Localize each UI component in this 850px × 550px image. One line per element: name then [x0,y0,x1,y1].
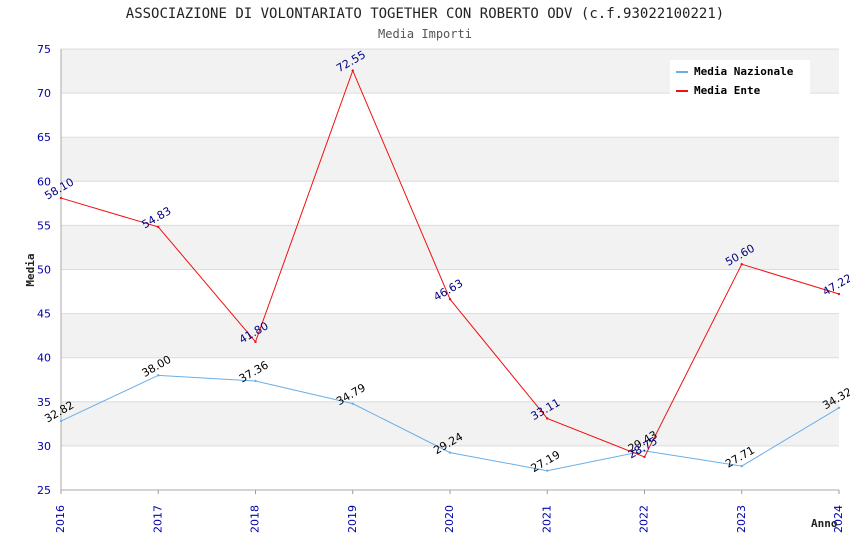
data-point [157,374,160,377]
x-tick-label: 2017 [151,505,164,533]
data-point [448,451,452,454]
data-point [157,225,160,229]
data-point [643,455,646,459]
y-axis-title: Media [24,253,37,286]
chart-subtitle: Media Importi [378,27,472,41]
x-tick-label: 2018 [249,505,262,533]
grid-band [61,401,839,446]
data-point [448,298,452,301]
data-point [546,469,549,472]
data-point [254,379,257,383]
legend-label: Media Nazionale [694,65,794,78]
data-point [351,402,354,405]
data-label: 37.36 [237,358,271,385]
x-tick-label: 2020 [443,505,456,533]
legend-label: Media Ente [694,84,761,97]
data-label: 47.22 [820,271,850,298]
y-tick-label: 25 [37,484,51,497]
data-label: 27.19 [529,448,563,475]
grid-band [61,137,839,182]
legend-box [670,60,810,100]
y-tick-label: 70 [37,87,51,100]
y-tick-label: 35 [37,396,51,409]
y-tick-label: 75 [37,43,51,56]
grid-band [61,225,839,270]
x-axis-title: Anno [811,517,838,530]
x-tick-label: 2019 [346,505,359,533]
data-point [740,464,743,468]
y-tick-label: 30 [37,440,51,453]
grid-band [61,313,839,358]
y-tick-label: 55 [37,219,51,232]
x-tick-label: 2021 [540,505,553,533]
data-point [837,292,841,296]
data-point [351,69,354,72]
data-point [837,406,841,409]
data-point [59,419,63,423]
data-point [546,417,549,420]
data-point [643,449,646,453]
y-tick-label: 65 [37,131,51,144]
y-tick-label: 50 [37,264,51,277]
chart-title: ASSOCIAZIONE DI VOLONTARIATO TOGETHER CO… [125,6,725,22]
x-tick-label: 2024 [832,505,845,533]
data-point [740,263,743,266]
data-label: 27.71 [723,444,757,471]
y-tick-label: 40 [37,352,51,365]
data-point [254,340,257,344]
x-tick-label: 2023 [735,505,748,533]
y-tick-label: 60 [37,175,51,188]
data-point [59,196,63,200]
y-tick-label: 45 [37,308,51,321]
x-tick-label: 2022 [638,505,651,533]
x-tick-label: 2016 [54,505,67,533]
data-label: 46.63 [431,277,465,304]
